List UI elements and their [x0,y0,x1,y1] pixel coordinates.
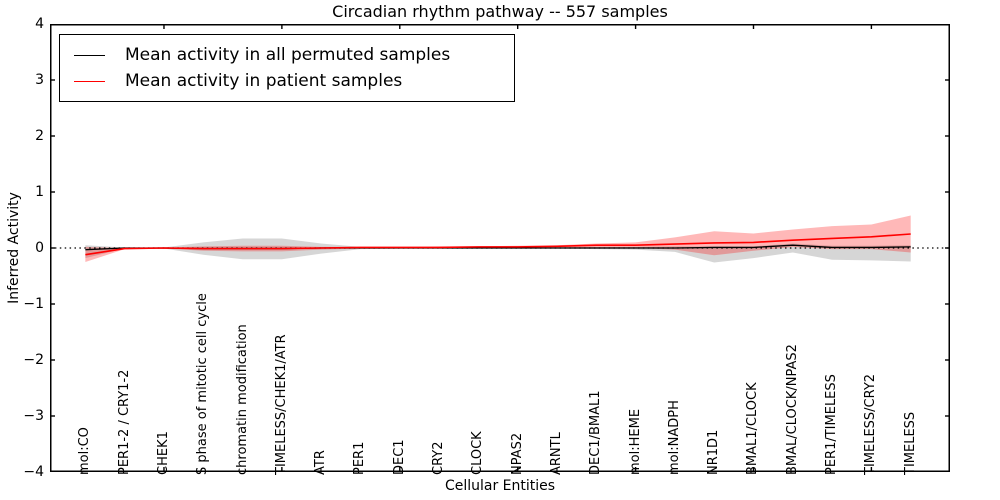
x-category-label: TIMELESS [902,411,918,475]
x-category-label: PER1/TIMELESS [824,374,840,475]
legend-item-patient: Mean activity in patient samples [74,68,514,94]
patient-line-sample [74,80,105,82]
patient-mean-line [85,233,911,256]
x-category-label: CHEK1 [155,431,171,475]
x-category-label: BMAL/CLOCK/NPAS2 [784,344,800,475]
x-category-label: mol:NADPH [666,400,682,475]
plot-svg [50,23,950,473]
x-axis-label: Cellular Entities [444,478,556,494]
x-category-label: NR1D1 [706,429,722,475]
x-category-label: chromatin modification [234,324,250,475]
x-category-label: TIMELESS/CRY2 [863,373,879,475]
permuted-band [85,238,911,263]
x-category-label: DEC1/BMAL1 [588,390,604,476]
legend-item-permuted: Mean activity in all permuted samples [74,42,514,68]
y-tick-label: 2 [35,128,44,144]
x-category-label: CLOCK [470,431,486,475]
patient-band [85,215,911,262]
y-tick-label: −4 [23,464,44,480]
axes-spines [50,24,950,472]
x-category-label: ATR [313,450,329,475]
permuted-line-sample [74,54,105,56]
x-category-label: mol:CO [77,427,93,475]
y-tick-label: 4 [35,16,44,32]
x-category-label: PER1 [352,441,368,475]
y-tick-label: 0 [35,240,44,256]
x-category-label: BMAL1/CLOCK [745,382,761,475]
y-tick-label: −2 [23,352,44,368]
x-category-label: PER1-2 / CRY1-2 [116,369,132,475]
legend: Mean activity in all permuted samples Me… [59,34,515,102]
x-category-label: TIMELESS/CHEK1/ATR [273,334,289,475]
x-category-label: DEC1 [391,439,407,475]
y-tick-label: 3 [35,72,44,88]
legend-label-patient: Mean activity in patient samples [125,71,403,91]
x-category-label: ARNTL [548,432,564,475]
x-category-label: S phase of mitotic cell cycle [195,293,211,475]
chart-title: Circadian rhythm pathway -- 557 samples [332,2,668,21]
y-tick-label: −3 [23,408,44,424]
y-tick-label: 1 [35,184,44,200]
legend-label-permuted: Mean activity in all permuted samples [125,45,451,65]
y-tick-label: −1 [23,296,44,312]
x-category-label: NPAS2 [509,432,525,475]
x-category-label: mol:HEME [627,408,643,475]
plot-area [50,23,950,473]
x-category-label: CRY2 [431,441,447,476]
